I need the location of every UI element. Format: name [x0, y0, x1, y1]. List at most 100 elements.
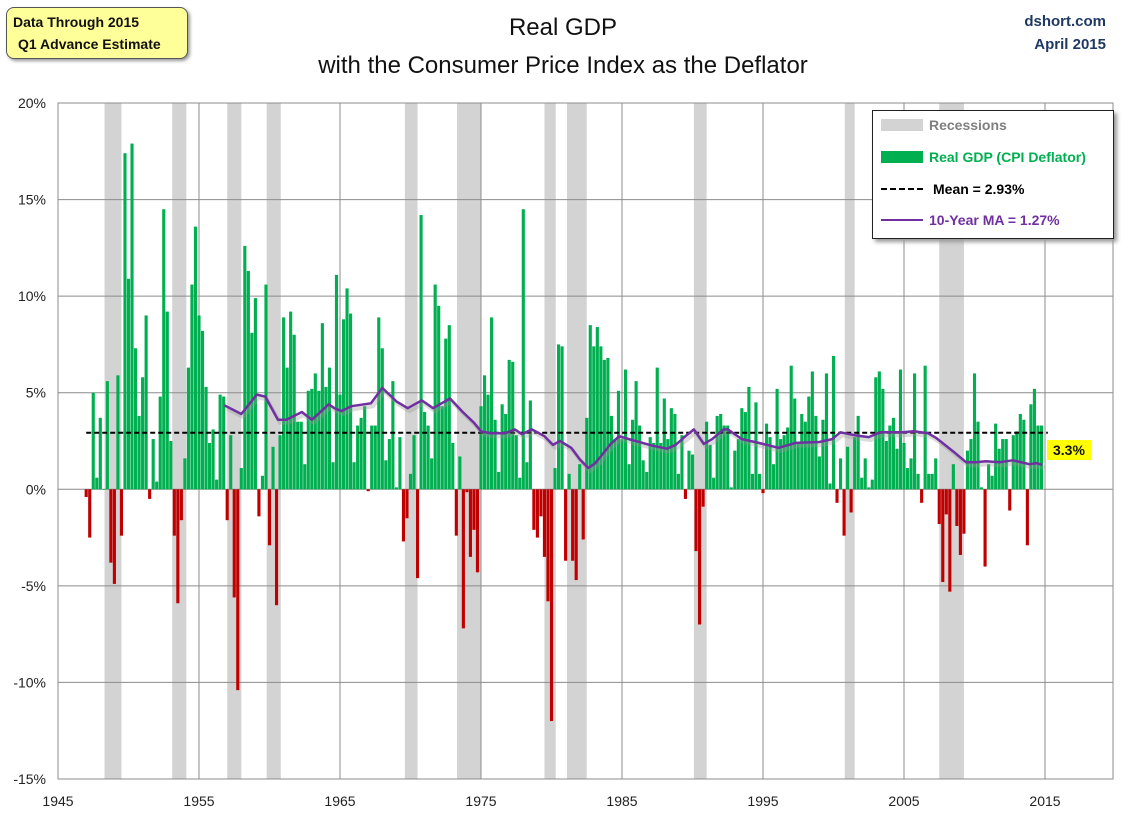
- gdp-bar: [775, 388, 779, 490]
- gdp-bar: [779, 439, 783, 490]
- gdp-bar: [454, 489, 458, 536]
- gdp-bar: [934, 458, 938, 490]
- x-tick-label: 1995: [747, 793, 778, 809]
- gdp-bar: [408, 473, 413, 490]
- legend-mean-label: Mean = 2.93%: [933, 181, 1025, 197]
- gdp-bar: [479, 406, 483, 490]
- gdp-bar: [1036, 425, 1040, 490]
- y-tick-label: 5%: [26, 385, 46, 401]
- gdp-bar: [542, 489, 547, 557]
- gdp-bar: [560, 346, 564, 490]
- gdp-bar: [264, 284, 268, 490]
- gdp-bar: [239, 468, 243, 490]
- gdp-bar: [867, 487, 871, 490]
- gdp-bar: [764, 423, 769, 490]
- gdp-bar: [800, 413, 804, 490]
- gdp-bar: [109, 489, 113, 563]
- gdp-bar: [274, 489, 279, 606]
- gdp-bar: [155, 481, 159, 490]
- gdp-bar: [458, 456, 462, 490]
- gdp-bar: [849, 489, 853, 513]
- gdp-bar: [609, 415, 613, 490]
- gdp-bar: [119, 489, 124, 536]
- recession-band: [172, 103, 187, 779]
- gdp-bar: [821, 419, 825, 490]
- gdp-bar: [88, 489, 92, 538]
- legend: Recessions Real GDP (CPI Deflator) Mean …: [872, 110, 1114, 239]
- gdp-bar: [715, 415, 719, 490]
- gdp-bar: [705, 421, 709, 490]
- gdp-bar: [130, 143, 134, 490]
- gdp-bar: [112, 489, 116, 584]
- gdp-bar: [528, 400, 532, 490]
- gdp-bar: [461, 489, 465, 629]
- gdp-bar: [810, 371, 814, 490]
- gdp-bar: [891, 417, 895, 490]
- gdp-bar: [546, 489, 550, 602]
- y-tick-label: -10%: [13, 674, 46, 690]
- gdp-bar: [627, 464, 631, 490]
- gdp-bar: [243, 245, 247, 490]
- gdp-bar: [824, 373, 829, 490]
- gdp-bar: [363, 406, 367, 490]
- gdp-bar: [497, 471, 501, 490]
- gdp-bar: [465, 489, 469, 493]
- gdp-bar: [652, 442, 656, 490]
- gdp-bar: [137, 415, 141, 490]
- gdp-bar: [905, 468, 910, 490]
- chart-subtitle: with the Consumer Price Index as the Def…: [318, 52, 808, 79]
- gdp-bar: [292, 334, 296, 490]
- gdp-bar: [426, 425, 430, 490]
- gdp-bar: [567, 473, 571, 490]
- gdp-bar: [511, 361, 515, 490]
- gdp-bar: [215, 479, 219, 490]
- gdp-bar: [518, 477, 522, 490]
- gdp-bar: [1011, 435, 1015, 490]
- gdp-bar: [666, 439, 670, 490]
- gdp-bar: [895, 448, 899, 490]
- gdp-bar: [380, 348, 384, 490]
- gdp-bar: [359, 417, 363, 490]
- gdp-bar: [564, 489, 568, 561]
- gdp-bar: [267, 489, 272, 546]
- gdp-bar: [623, 369, 628, 490]
- gdp-bar: [1008, 489, 1012, 511]
- gdp-bar: [962, 489, 966, 534]
- gdp-bar: [726, 425, 730, 490]
- gdp-bar: [768, 437, 772, 490]
- gdp-bar: [172, 489, 176, 536]
- y-tick-label: 20%: [18, 95, 46, 111]
- gdp-bar: [1018, 413, 1022, 490]
- gdp-bar: [638, 425, 642, 490]
- gdp-bar: [574, 489, 578, 581]
- gdp-bar: [193, 226, 198, 490]
- gdp-bar: [475, 489, 480, 573]
- legend-gdp-label: Real GDP (CPI Deflator): [929, 149, 1086, 165]
- gdp-bar: [334, 274, 339, 490]
- gdp-bar: [789, 365, 793, 490]
- gdp-bar: [581, 489, 585, 540]
- gdp-bar: [384, 460, 388, 490]
- legend-recessions-label: Recessions: [929, 117, 1007, 133]
- x-tick-label: 1955: [183, 793, 214, 809]
- gdp-bar: [923, 365, 927, 490]
- gdp-bar: [958, 489, 962, 555]
- gdp-bar: [525, 462, 529, 490]
- gdp-bar: [415, 489, 420, 579]
- gdp-bar: [366, 489, 370, 492]
- gdp-bar: [965, 450, 970, 490]
- gdp-bar: [204, 386, 208, 490]
- gdp-bar: [673, 413, 677, 490]
- gdp-bar: [257, 489, 261, 517]
- gdp-bar: [701, 489, 705, 507]
- gdp-bar: [877, 371, 881, 490]
- gdp-bar: [405, 489, 409, 519]
- gdp-bar: [976, 421, 980, 490]
- gdp-bar: [747, 386, 751, 490]
- gdp-bar: [955, 489, 959, 526]
- gdp-bar: [994, 423, 998, 490]
- gdp-bar: [838, 458, 843, 490]
- gdp-bar: [930, 473, 934, 490]
- gdp-bar: [218, 394, 222, 490]
- gdp-bar: [253, 298, 257, 490]
